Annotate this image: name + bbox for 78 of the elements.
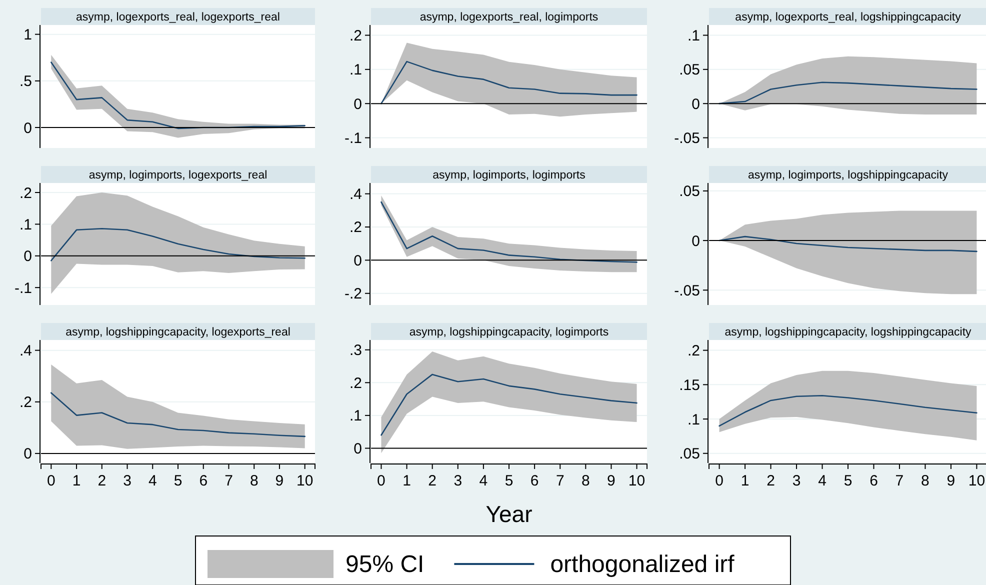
chart-title: asymp, logshippingcapacity, logexports_real <box>66 326 290 338</box>
chart-title: asymp, logshippingcapacity, logimports <box>409 326 609 338</box>
x-tick-label: 2 <box>98 472 106 490</box>
y-tick-label: .05 <box>679 183 700 200</box>
x-tick-label: 8 <box>250 472 258 490</box>
x-tick-label: 10 <box>968 472 986 490</box>
y-tick-label: -.05 <box>674 130 700 147</box>
x-tick-label: 2 <box>766 472 775 490</box>
y-tick-label: .2 <box>687 342 700 360</box>
chart-title: asymp, logexports_real, logexports_real <box>76 12 280 24</box>
y-tick-label: .15 <box>679 376 700 394</box>
y-tick-label: .2 <box>349 28 362 44</box>
y-tick-label: 0 <box>24 248 32 266</box>
y-tick-label: .4 <box>349 186 362 204</box>
x-tick-label: 2 <box>428 472 437 490</box>
x-tick-label: 10 <box>296 472 314 490</box>
y-tick-label: 1 <box>24 26 32 44</box>
y-tick-label: .1 <box>687 28 700 44</box>
x-tick-label: 9 <box>946 472 956 490</box>
chart-title: asymp, logshippingcapacity, logshippingcapacity <box>724 326 972 338</box>
x-tick-label: 4 <box>818 472 826 490</box>
y-tick-label: -.1 <box>344 130 362 147</box>
x-tick-label: 9 <box>607 472 616 490</box>
x-tick-label: 1 <box>740 472 750 490</box>
x-tick-label: 4 <box>479 472 488 490</box>
y-tick-label: -.1 <box>14 280 32 297</box>
y-tick-label: .2 <box>349 219 362 236</box>
y-tick-label: .2 <box>19 394 32 412</box>
x-tick-label: 3 <box>792 472 801 490</box>
y-tick-label: 0 <box>24 446 32 463</box>
x-tick-label: 5 <box>844 472 852 490</box>
x-tick-label: 7 <box>556 472 564 490</box>
y-tick-label: .2 <box>349 374 362 392</box>
y-tick-label: 0 <box>354 252 362 270</box>
x-tick-label: 10 <box>628 472 646 490</box>
x-tick-label: 1 <box>402 472 411 490</box>
y-tick-label: .05 <box>679 446 700 463</box>
y-tick-label: .1 <box>349 62 362 79</box>
y-tick-label: .5 <box>19 73 32 90</box>
x-tick-label: 8 <box>921 472 930 490</box>
chart-title: asymp, logimports, logshippingcapacity <box>748 170 948 182</box>
x-tick-label: 7 <box>895 472 904 490</box>
y-tick-label: .1 <box>687 411 700 428</box>
x-tick-label: 4 <box>148 472 157 490</box>
chart-title: asymp, logimports, logimports <box>432 170 586 182</box>
x-tick-label: 6 <box>870 472 878 490</box>
y-tick-label: .1 <box>19 216 32 234</box>
chart-title: asymp, logexports_real, logimports <box>420 12 598 24</box>
x-tick-label: 3 <box>454 472 462 490</box>
y-tick-label: .3 <box>349 342 362 360</box>
y-tick-label: 0 <box>24 120 32 137</box>
legend-label: orthogonalized irf <box>550 551 735 578</box>
y-tick-label: 0 <box>692 96 700 113</box>
y-tick-label: 0 <box>354 96 362 113</box>
y-tick-label: .1 <box>349 408 362 425</box>
x-tick-label: 0 <box>715 472 724 490</box>
text: 95% CI <box>346 551 424 578</box>
x-tick-label: 5 <box>504 472 514 490</box>
y-tick-label: -.05 <box>674 282 700 300</box>
y-tick-label: -.2 <box>344 286 362 303</box>
x-tick-label: 6 <box>530 472 539 490</box>
x-tick-label: 9 <box>275 472 284 490</box>
x-tick-label: 8 <box>581 472 590 490</box>
y-tick-label: .4 <box>19 342 32 360</box>
x-axis-title: Year <box>486 501 533 527</box>
x-tick-label: 5 <box>174 472 182 490</box>
x-tick-label: 6 <box>199 472 208 490</box>
chart-title: asymp, logimports, logexports_real <box>88 170 268 182</box>
y-tick-label: 0 <box>692 232 700 250</box>
y-tick-label: .05 <box>679 62 700 79</box>
x-tick-label: 1 <box>72 472 81 490</box>
x-tick-label: 0 <box>46 472 56 490</box>
x-tick-label: 0 <box>377 472 386 490</box>
y-tick-label: 0 <box>354 440 362 458</box>
x-tick-label: 3 <box>123 472 132 490</box>
x-tick-label: 7 <box>224 472 233 490</box>
y-tick-label: .2 <box>19 184 32 202</box>
chart-title: asymp, logexports_real, logshippingcapacity <box>735 12 962 24</box>
